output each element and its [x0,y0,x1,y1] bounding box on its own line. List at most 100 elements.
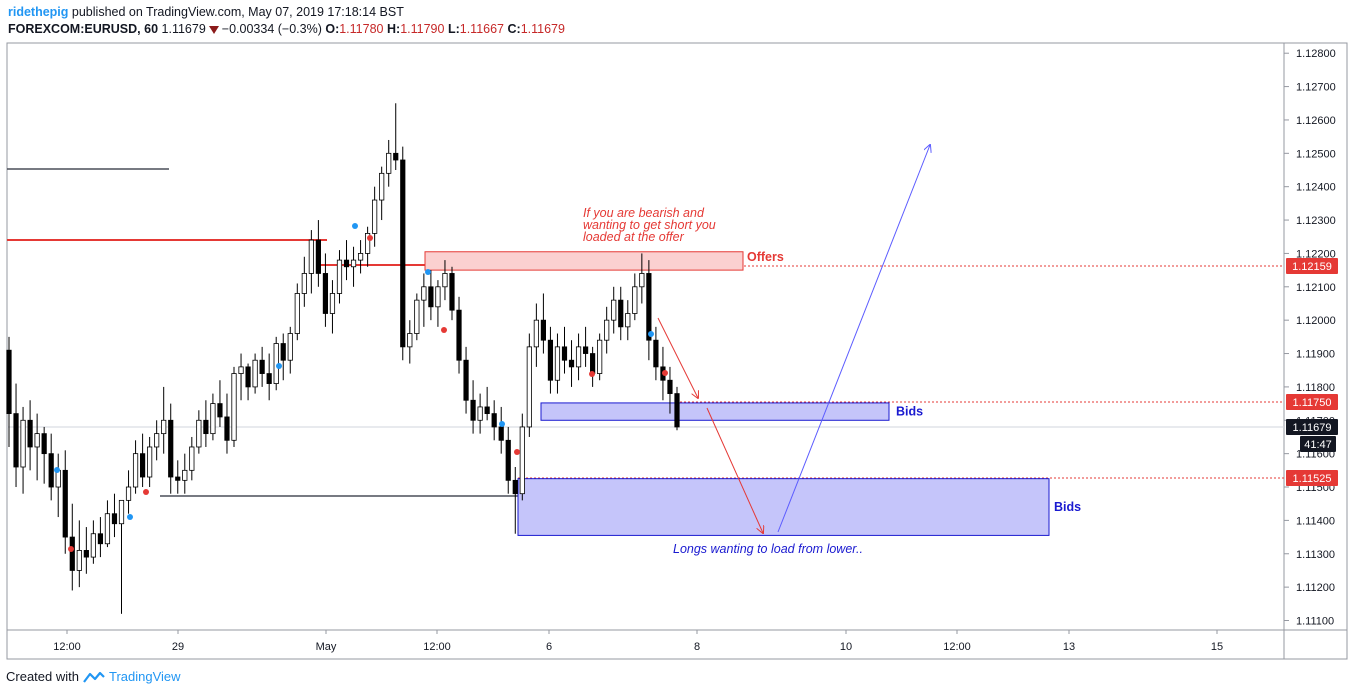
candle-body [259,359,265,374]
annotation-text: Longs wanting to load from lower.. [673,542,863,556]
marker-dot [143,489,149,495]
candle-body [365,233,371,254]
candle-body [674,393,680,428]
price-axis[interactable]: 1.12800 1.12700 1.12600 1.12500 1.12400 1.123… [1284,48,1336,628]
candle-body [568,359,575,368]
created-with-text: Created with [6,669,79,684]
price-label-text: 1.12159 [1292,261,1332,273]
time-tick-label: 12:00 [943,641,971,653]
time-axis[interactable]: 12:00 29 May 12:00 6 8 10 12:00 13 15 [53,630,1223,653]
open-label: O: [325,22,340,36]
annotation-text: loaded at the offer [583,230,685,244]
trend-arrows [657,145,930,533]
candle-body [484,406,490,415]
candle-body [76,550,82,571]
low-label: L: [447,22,460,36]
candle-body [519,426,525,495]
close-value: 1.11679 [520,22,565,36]
marker-dot [648,331,654,337]
candle-body [604,319,610,341]
candle-body [301,273,307,294]
bullish-arrow [777,145,930,533]
price-label-box [1286,419,1338,435]
candle-body [315,239,321,274]
candle-body [217,403,223,418]
down-triangle-icon [208,26,219,34]
marker-dot [425,269,431,275]
candle-body [646,273,652,341]
low-value: 1.11667 [459,22,505,36]
candle-body [611,299,617,321]
marker-dot [589,371,595,377]
bearish-arrow [657,317,698,398]
candle-body [512,479,518,495]
candle-body [13,413,19,468]
marker-dot [68,546,74,552]
marker-dot [54,467,60,473]
candle-body [540,319,547,341]
price-tick-label: 1.12500 [1296,148,1336,160]
zone-label: Bids [1054,500,1081,514]
price-tick-label: 1.12300 [1296,215,1336,227]
symbol-label: FOREXCOM:EURUSD, 60 [8,22,159,36]
price-label-text: 41:47 [1304,439,1332,451]
candle-body [118,499,125,525]
candle-body [350,259,357,268]
candle-body [414,299,420,334]
zone-boxes: Offers Bids Bids [424,250,1081,536]
candle-body [266,373,272,384]
candle-body [435,286,441,308]
candle-body [6,349,12,415]
candle-body [125,486,132,501]
price-label-box [1286,258,1338,274]
candle-body [372,199,378,234]
candle-body [597,339,603,374]
candle-body [442,273,448,288]
tradingview-brand[interactable]: TradingView [108,669,181,684]
candle-body [505,439,511,481]
price-label-box [1300,436,1336,452]
price-tick-label: 1.11800 [1296,382,1335,394]
marker-dot [662,370,668,376]
price-tick-label: 1.11400 [1296,515,1335,527]
time-tick-label: 6 [546,641,552,653]
candle-body [463,359,469,401]
price-tick-label: 1.12800 [1296,48,1336,60]
candle-body [189,446,195,471]
footer: Created with TradingView [6,669,181,684]
price-tick-label: 1.11200 [1296,582,1335,594]
open-value: 1.11780 [339,22,384,36]
ohlc-legend: FOREXCOM:EURUSD, 60 1.11679 −0.00334 (−0.… [8,22,565,36]
candle-body [34,433,40,448]
candle-body [632,286,638,314]
candle-body [400,159,406,348]
tradingview-logo-icon [83,671,105,683]
candle-body [428,286,434,308]
candle-body [196,419,202,448]
author-name[interactable]: ridethepig [8,5,69,19]
annotation-text: If you are bearish and [583,206,705,220]
price-tick-label: 1.12700 [1296,82,1336,94]
candle-body [639,273,645,288]
candle-body [27,419,33,448]
chart-frame [6,42,1348,660]
candle-body [182,469,188,481]
marker-dot [441,327,447,333]
marker-dot [367,235,373,241]
candle-body [90,533,96,558]
high-value: 1.11790 [400,22,445,36]
candle-body [287,333,293,361]
candle-body [104,513,111,545]
candle-body [280,343,286,361]
time-tick-label: 15 [1211,641,1223,653]
candle-body [421,286,427,301]
high-label: H: [386,22,401,36]
zone-box [540,402,890,421]
candle-body [238,366,244,374]
zone-label: Offers [747,250,784,264]
candle-body [393,152,399,161]
candle-body [175,476,181,481]
candle-body [97,533,104,545]
